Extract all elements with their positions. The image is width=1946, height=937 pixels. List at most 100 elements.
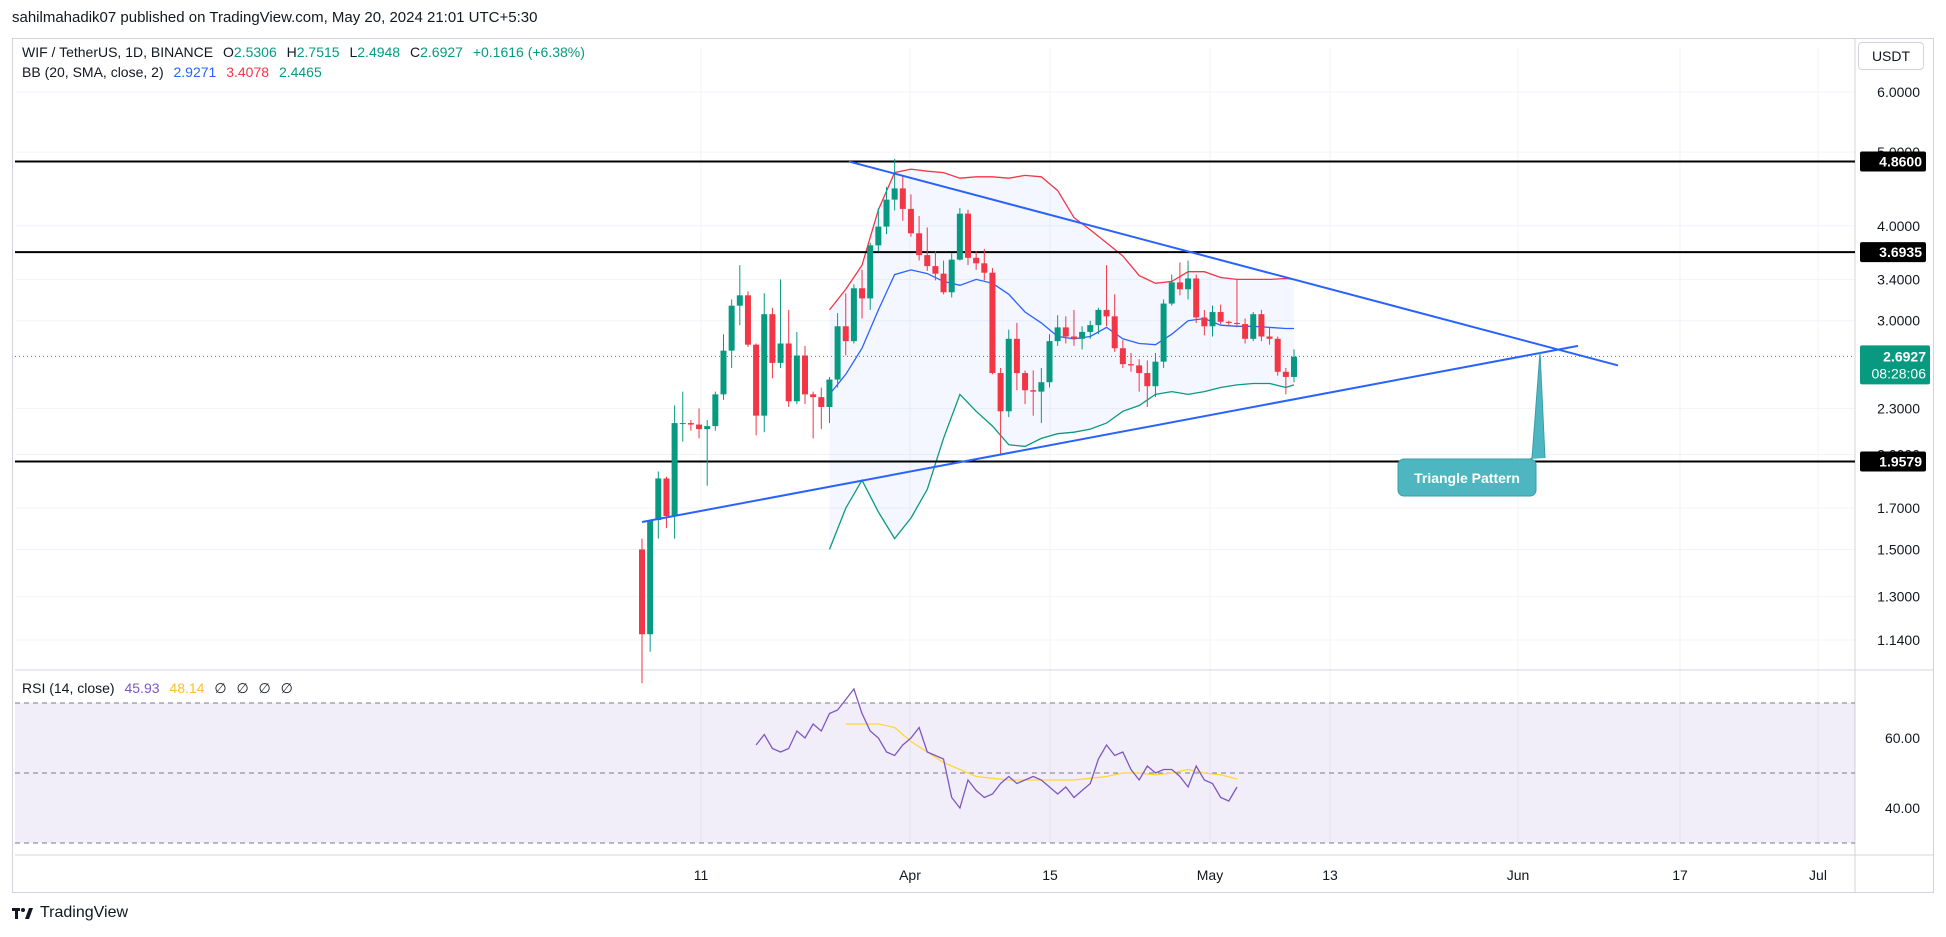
- rsi-label[interactable]: RSI (14, close): [22, 680, 115, 696]
- candle-body: [834, 326, 841, 380]
- key-level-label-bg: [1860, 242, 1926, 263]
- candle-body: [1046, 341, 1053, 383]
- x-tick-label: 11: [694, 867, 709, 883]
- triangle-pattern-callout: Triangle Pattern: [1397, 351, 1546, 497]
- triangle-lines: [641, 160, 1619, 523]
- candle-body: [1242, 324, 1249, 339]
- candle-body: [728, 305, 735, 351]
- candle-body: [859, 288, 866, 299]
- ascending-trendline: [641, 344, 1579, 523]
- bb-legend: BB (20, SMA, close, 2) 2.9271 3.4078 2.4…: [22, 64, 328, 80]
- rsi-line: [755, 687, 1238, 810]
- x-tick-label: May: [1197, 867, 1223, 883]
- y-tick-label: 2.3000: [1877, 400, 1920, 416]
- callout-box: [1397, 458, 1537, 497]
- candle-body: [696, 424, 703, 430]
- rsi-extra-3: ∅: [258, 680, 271, 696]
- bb-upper-line: [828, 168, 1295, 311]
- footer-brand[interactable]: TradingView: [12, 904, 128, 922]
- candles: [639, 158, 1297, 684]
- candle-body: [883, 199, 890, 227]
- candle-body: [777, 343, 784, 363]
- x-tick-label: Jun: [1507, 867, 1530, 883]
- candle-body: [842, 326, 849, 342]
- candle-body: [769, 314, 776, 363]
- tradingview-logo-icon: [12, 906, 34, 920]
- candle-body: [1070, 336, 1077, 339]
- candle-body: [907, 208, 914, 234]
- rsi-legend: RSI (14, close) 45.93 48.14 ∅ ∅ ∅ ∅: [22, 680, 299, 697]
- currency-button[interactable]: USDT: [1858, 42, 1924, 70]
- candle-body: [818, 397, 825, 407]
- rsi-value: 45.93: [124, 680, 160, 696]
- candle-body: [1030, 390, 1037, 392]
- y-tick-label: 4.0000: [1877, 218, 1920, 234]
- key-level-label-bg: [1860, 151, 1926, 172]
- key-level-label: 4.8600: [1860, 151, 1926, 172]
- y-tick-label: 6.0000: [1877, 84, 1920, 100]
- y-tick-label: 1.3000: [1877, 589, 1920, 605]
- current-price-countdown: 08:28:06: [1872, 365, 1927, 381]
- candle-body: [932, 266, 939, 274]
- candle-body: [744, 295, 751, 345]
- candle-body: [639, 549, 645, 635]
- rsi-pane: 60.00 40.00: [15, 702, 1920, 844]
- y-tick-label: 1.5000: [1877, 541, 1920, 557]
- ohlc-change: +0.1616 (+6.38%): [472, 44, 585, 60]
- candle-body: [875, 226, 882, 246]
- key-level-label: 3.6935: [1860, 242, 1926, 263]
- rsi-extra-4: ∅: [280, 680, 293, 696]
- bb-fill: [829, 169, 1294, 550]
- bb-lower-line: [828, 382, 1295, 550]
- candle-body: [1185, 278, 1192, 290]
- candle-body: [948, 259, 955, 293]
- candle-body: [916, 233, 923, 256]
- candle-body: [1079, 331, 1086, 339]
- candle-body: [1128, 364, 1134, 366]
- y-tick-label: 3.0000: [1877, 313, 1920, 329]
- rsi-extra-1: ∅: [214, 680, 227, 696]
- symbol-name[interactable]: WIF / TetherUS, 1D, BINANCE: [22, 44, 214, 60]
- candle-body: [899, 188, 906, 209]
- key-level-label-text: 1.9579: [1879, 454, 1922, 470]
- candle-body: [965, 213, 971, 258]
- ohlc-close: C2.6927: [409, 44, 463, 60]
- y-tick-label: 1.1400: [1877, 632, 1920, 648]
- candle-body: [1250, 314, 1257, 339]
- candle-body: [1119, 348, 1126, 365]
- x-tick-label: Apr: [899, 867, 921, 883]
- candle-body: [712, 394, 719, 427]
- candle-body: [867, 245, 874, 299]
- candle-body: [1233, 322, 1240, 325]
- rsi-tick-label: 40.00: [1885, 800, 1920, 816]
- candle-body: [1062, 327, 1069, 337]
- candle-body: [785, 343, 792, 402]
- candle-body: [647, 519, 654, 635]
- candle-body: [1193, 278, 1200, 318]
- candle-body: [655, 478, 662, 520]
- rsi-ma-value: 48.14: [169, 680, 205, 696]
- candle-body: [1266, 336, 1273, 339]
- candle-body: [810, 394, 817, 398]
- x-tick-label: Jul: [1809, 867, 1827, 883]
- candle-body: [1209, 312, 1216, 327]
- candle-body: [679, 423, 686, 425]
- candle-body: [793, 355, 800, 402]
- x-tick-label: 17: [1672, 867, 1688, 883]
- candle-body: [1022, 373, 1029, 391]
- candle-body: [956, 213, 963, 260]
- descending-trendline: [848, 160, 1619, 367]
- candle-body: [704, 426, 711, 430]
- candle-body: [1013, 338, 1020, 374]
- rsi-extra-2: ∅: [236, 680, 249, 696]
- bb-label[interactable]: BB (20, SMA, close, 2): [22, 64, 164, 80]
- candle-body: [720, 350, 727, 395]
- candle-body: [940, 273, 947, 293]
- candle-body: [761, 314, 768, 416]
- callout-pointer: [1529, 351, 1546, 460]
- candle-body: [1160, 303, 1167, 362]
- candle-body: [1274, 338, 1281, 372]
- candle-body: [1282, 371, 1289, 377]
